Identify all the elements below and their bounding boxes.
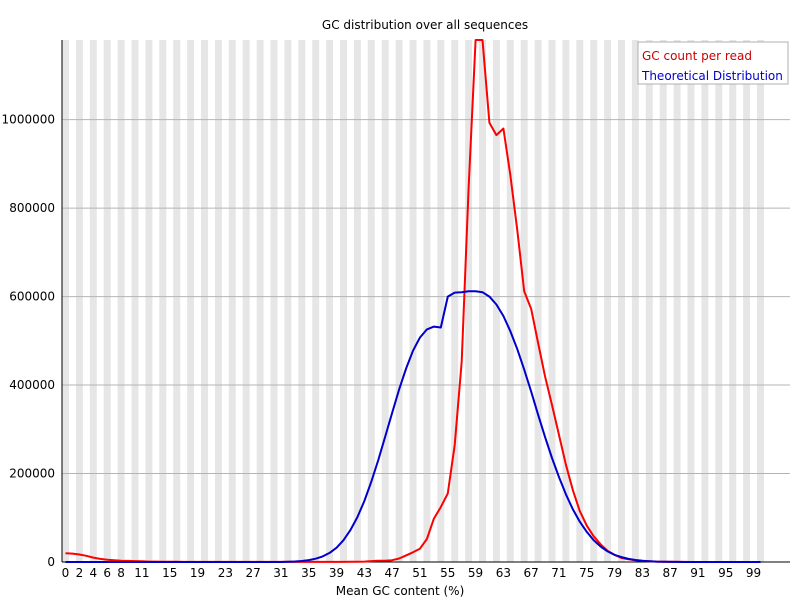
x-tick-label: 19 xyxy=(190,566,205,580)
grid-band xyxy=(409,40,417,562)
grid-band xyxy=(228,40,236,562)
grid-band xyxy=(312,40,320,562)
legend-entry-theoretical: Theoretical Distribution xyxy=(641,69,783,83)
grid-band xyxy=(492,40,500,562)
x-tick-label: 91 xyxy=(690,566,705,580)
x-tick-label: 71 xyxy=(551,566,566,580)
grid-band xyxy=(757,40,764,562)
grid-band xyxy=(715,40,723,562)
x-tick-label: 15 xyxy=(162,566,177,580)
grid-band xyxy=(548,40,556,562)
x-tick-label: 2 xyxy=(76,566,84,580)
grid-band xyxy=(423,40,431,562)
y-tick-label: 1000000 xyxy=(2,113,55,127)
x-tick-label: 43 xyxy=(357,566,372,580)
x-tick-label: 8 xyxy=(117,566,125,580)
grid-band xyxy=(520,40,528,562)
x-tick-label: 31 xyxy=(273,566,288,580)
grid-band xyxy=(631,40,639,562)
x-tick-label: 87 xyxy=(663,566,678,580)
x-tick-label: 95 xyxy=(718,566,733,580)
x-tick-label: 11 xyxy=(134,566,149,580)
x-tick-label: 55 xyxy=(440,566,455,580)
x-tick-label: 79 xyxy=(607,566,622,580)
x-tick-label: 83 xyxy=(635,566,650,580)
grid-band xyxy=(479,40,486,562)
y-tick-label: 0 xyxy=(47,555,55,569)
grid-band xyxy=(604,40,612,562)
y-tick-label: 600000 xyxy=(9,290,55,304)
legend-box xyxy=(637,41,789,85)
grid-band xyxy=(353,40,361,562)
grid-band xyxy=(340,40,347,562)
grid-band xyxy=(451,40,459,562)
grid-band xyxy=(659,40,667,562)
grid-band xyxy=(618,40,625,562)
grid-band xyxy=(298,40,306,562)
x-tick-label: 4 xyxy=(89,566,97,580)
horizontal-grid-lines xyxy=(62,119,790,475)
grid-band xyxy=(381,40,389,562)
grid-band xyxy=(534,40,542,562)
grid-band xyxy=(131,40,139,562)
x-tick-label: 23 xyxy=(218,566,233,580)
x-tick-label: 59 xyxy=(468,566,483,580)
x-tick-label: 99 xyxy=(746,566,761,580)
grid-band xyxy=(270,40,278,562)
x-tick-label: 47 xyxy=(385,566,400,580)
grid-band xyxy=(201,40,208,562)
grid-band xyxy=(326,40,334,562)
x-axis-label: Mean GC content (%) xyxy=(336,584,465,598)
x-tick-label: 51 xyxy=(412,566,427,580)
grid-band xyxy=(117,40,125,562)
grid-band xyxy=(75,40,83,562)
x-tick-label: 27 xyxy=(246,566,261,580)
y-tick-labels: 0 200000 400000 600000 800000 1000000 xyxy=(2,113,55,569)
grid-band xyxy=(395,40,403,562)
grid-band xyxy=(576,40,584,562)
x-tick-label: 67 xyxy=(524,566,539,580)
grid-band xyxy=(103,40,111,562)
y-tick-label: 200000 xyxy=(9,467,55,481)
grid-band xyxy=(214,40,222,562)
grid-band xyxy=(590,40,598,562)
grid-band xyxy=(437,40,445,562)
grid-band xyxy=(145,40,153,562)
series-lines xyxy=(65,39,761,563)
grid-band xyxy=(701,40,709,562)
legend: GC count per read Theoretical Distributi… xyxy=(637,41,789,85)
grid-band xyxy=(173,40,181,562)
grid-band xyxy=(687,40,695,562)
legend-entry-gc-count: GC count per read xyxy=(642,49,752,63)
vertical-grid-bands xyxy=(62,40,764,562)
x-tick-label: 75 xyxy=(579,566,594,580)
grid-band xyxy=(506,40,514,562)
grid-band xyxy=(729,40,737,562)
grid-band xyxy=(562,40,570,562)
y-tick-label: 800000 xyxy=(9,201,55,215)
x-tick-label: 0 xyxy=(62,566,70,580)
grid-band xyxy=(673,40,681,562)
y-tick-label: 400000 xyxy=(9,378,55,392)
grid-band xyxy=(465,40,473,562)
grid-band xyxy=(743,40,751,562)
grid-band xyxy=(242,40,250,562)
chart-title: GC distribution over all sequences xyxy=(322,18,528,32)
grid-band xyxy=(645,40,653,562)
x-tick-label: 6 xyxy=(103,566,111,580)
grid-band xyxy=(159,40,167,562)
grid-band xyxy=(256,40,264,562)
grid-band xyxy=(284,40,292,562)
grid-band xyxy=(367,40,375,562)
x-tick-label: 35 xyxy=(301,566,316,580)
x-tick-label: 63 xyxy=(496,566,511,580)
x-tick-labels: 0 2 4 6 8 11 15 19 23 27 31 35 39 43 47 51 55 59 63 67 71 75 7… xyxy=(62,566,762,580)
grid-band xyxy=(89,40,97,562)
theoretical-distribution-line xyxy=(65,290,761,563)
x-tick-label: 39 xyxy=(329,566,344,580)
grid-band xyxy=(187,40,195,562)
grid-band xyxy=(62,40,69,562)
